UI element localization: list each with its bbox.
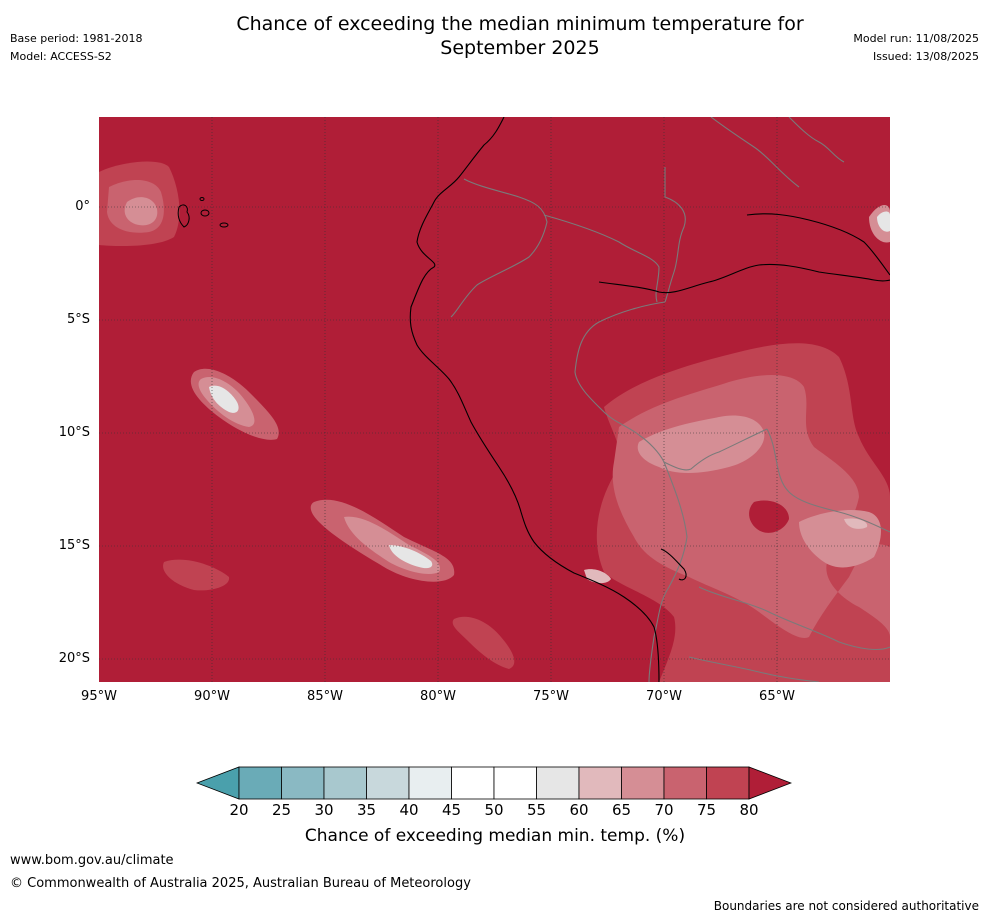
lon-label-75w: 75°W bbox=[533, 689, 569, 704]
lon-label-95w: 95°W bbox=[81, 689, 117, 704]
border-bolivia-brazil bbox=[766, 428, 891, 533]
island-santa-cruz bbox=[200, 209, 210, 217]
colorbar-swatch bbox=[621, 766, 665, 800]
colorbar-tick-label: 20 bbox=[229, 801, 249, 819]
amazon-river bbox=[598, 263, 891, 294]
colorbar-swatch bbox=[663, 766, 707, 800]
island-marchena bbox=[199, 197, 205, 201]
copyright-text: © Commonwealth of Australia 2025, Austra… bbox=[10, 876, 471, 891]
contour-65 bbox=[124, 197, 158, 226]
lat-label-20s: 20°S bbox=[58, 651, 90, 666]
colorbar-swatch bbox=[408, 766, 452, 800]
colorbar-swatches bbox=[195, 766, 793, 800]
border-peru-brazil bbox=[574, 301, 666, 436]
colorbar-tick-label: 50 bbox=[484, 801, 504, 819]
lat-label-0: 0° bbox=[75, 199, 90, 214]
graticule bbox=[99, 117, 890, 682]
model-run-text: Model run: 11/08/2025 bbox=[853, 32, 979, 45]
model-text: Model: ACCESS-S2 bbox=[10, 50, 112, 63]
border-bolivia-paraguay bbox=[698, 586, 891, 651]
border-venezuela bbox=[710, 116, 800, 188]
rio-negro bbox=[746, 213, 891, 276]
base-period-text: Base period: 1981-2018 bbox=[10, 32, 143, 45]
issued-text: Issued: 13/08/2025 bbox=[872, 50, 979, 63]
colorbar bbox=[195, 766, 793, 800]
boundaries-disclaimer: Boundaries are not considered authoritat… bbox=[713, 899, 979, 913]
contour-55 bbox=[877, 211, 890, 232]
lon-label-85w: 85°W bbox=[307, 689, 343, 704]
lon-label-65w: 65°W bbox=[759, 689, 795, 704]
title-line-1: Chance of exceeding the median minimum t… bbox=[236, 13, 804, 35]
colorbar-swatch bbox=[706, 766, 750, 800]
border-peru-bolivia bbox=[638, 428, 768, 471]
contour-75 bbox=[452, 616, 515, 669]
colorbar-swatch bbox=[323, 766, 367, 800]
contour-dark-pocket bbox=[749, 500, 789, 533]
map-panel bbox=[99, 116, 891, 683]
colorbar-swatch bbox=[493, 766, 537, 800]
border-colombia-brazil bbox=[664, 167, 686, 303]
colorbar-swatch bbox=[238, 766, 282, 800]
colorbar-tick-label: 60 bbox=[569, 801, 589, 819]
island-isabela bbox=[177, 204, 190, 228]
colorbar-tick-label: 45 bbox=[441, 801, 462, 819]
bom-url[interactable]: www.bom.gov.au/climate bbox=[10, 853, 174, 868]
probability-contours bbox=[99, 161, 890, 682]
colorbar-tick-label: 25 bbox=[271, 801, 292, 819]
pacific-coastline bbox=[409, 116, 660, 683]
colorbar-swatch bbox=[578, 766, 622, 800]
colorbar-swatch bbox=[366, 766, 410, 800]
contour-60 bbox=[844, 518, 868, 529]
border-guyana bbox=[788, 116, 845, 163]
coastline bbox=[409, 116, 891, 683]
lon-label-70w: 70°W bbox=[646, 689, 682, 704]
lon-label-90w: 90°W bbox=[194, 689, 230, 704]
lat-label-10s: 10°S bbox=[58, 425, 90, 440]
title-line-2: September 2025 bbox=[440, 37, 600, 59]
island-san-cristobal bbox=[219, 222, 229, 228]
colorbar-tick-label: 80 bbox=[739, 801, 759, 819]
colorbar-extend-high bbox=[748, 766, 793, 800]
border-colombia-ecuador bbox=[450, 178, 548, 318]
contour-65 bbox=[637, 415, 765, 473]
lon-label-80w: 80°W bbox=[420, 689, 456, 704]
country-borders bbox=[450, 116, 891, 683]
colorbar-swatch bbox=[451, 766, 495, 800]
map-title: Chance of exceeding the median minimum t… bbox=[150, 12, 890, 60]
colorbar-swatch bbox=[281, 766, 325, 800]
colorbar-tick-label: 55 bbox=[526, 801, 547, 819]
colorbar-tick-label: 30 bbox=[314, 801, 334, 819]
lat-label-5s: 5°S bbox=[66, 312, 90, 327]
probability-map bbox=[99, 116, 891, 683]
colorbar-label: Chance of exceeding median min. temp. (%… bbox=[304, 826, 686, 846]
lat-label-15s: 15°S bbox=[58, 538, 90, 553]
colorbar-tick-label: 35 bbox=[356, 801, 377, 819]
colorbar-extend-low bbox=[195, 766, 240, 800]
colorbar-tick-label: 70 bbox=[654, 801, 674, 819]
galapagos-islands bbox=[177, 197, 229, 228]
colorbar-swatch bbox=[536, 766, 580, 800]
colorbar-tick-label: 40 bbox=[399, 801, 419, 819]
contour-55 bbox=[389, 545, 433, 569]
border-bolivia-chile bbox=[648, 461, 688, 683]
border-argentina bbox=[688, 656, 820, 683]
border-colombia-peru bbox=[543, 214, 660, 303]
colorbar-tick-label: 75 bbox=[696, 801, 717, 819]
lake-titicaca bbox=[660, 548, 687, 581]
contour-55 bbox=[209, 385, 239, 413]
contour-75 bbox=[163, 559, 230, 591]
colorbar-tick-label: 65 bbox=[611, 801, 632, 819]
